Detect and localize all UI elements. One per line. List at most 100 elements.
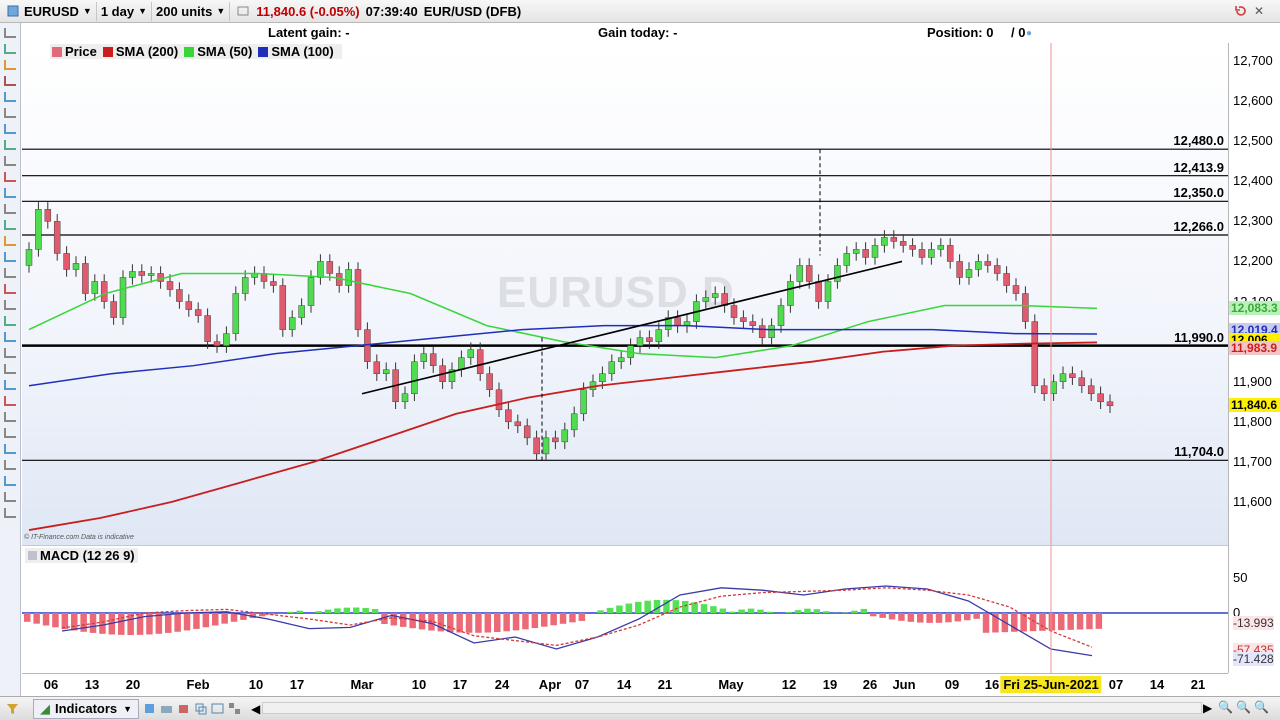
drawing-tool-icon[interactable] (4, 204, 16, 214)
instrument-dropdown[interactable]: EURUSD ▼ (20, 1, 97, 21)
candle-body (495, 389, 503, 411)
print-icon[interactable] (177, 702, 190, 715)
drawing-tool-icon[interactable] (4, 92, 16, 102)
drawing-tool-icon[interactable] (4, 76, 16, 86)
drawing-tool-icon[interactable] (4, 364, 16, 374)
macd-bar (1076, 613, 1084, 630)
candle-body (1087, 385, 1095, 395)
drawing-tool-icon[interactable] (4, 252, 16, 262)
macd-bar (1029, 613, 1037, 632)
drawing-tool-icon[interactable] (4, 140, 16, 150)
drawing-tool-icon[interactable] (4, 444, 16, 454)
date-tick: 17 (452, 677, 468, 692)
candle-body (1097, 393, 1104, 403)
drawing-tool-icon[interactable] (4, 476, 16, 486)
camera-icon[interactable] (160, 702, 173, 715)
zoom-fit-icon[interactable]: 🔍 (1218, 700, 1233, 714)
drawing-tool-icon[interactable] (4, 508, 16, 518)
drawing-tool-icon[interactable] (4, 28, 16, 38)
settings-icon[interactable] (143, 702, 156, 715)
candle-body (100, 281, 108, 302)
macd-bar (371, 609, 379, 613)
scroll-right-icon[interactable]: ▶ (1203, 701, 1213, 715)
macd-bar (926, 613, 933, 623)
macd-bar (597, 610, 604, 613)
legend-item[interactable]: SMA (200) (102, 44, 178, 59)
macd-tick: -71.428 (1233, 652, 1274, 666)
candle-body (1078, 377, 1086, 386)
close-icon[interactable]: ✕ (1254, 4, 1265, 18)
date-axis[interactable]: 06 13 20 Feb 10 17 Mar 10 17 24 Apr 07 14 21 May 12 19 26… (22, 673, 1228, 695)
grid-icon[interactable] (228, 702, 241, 715)
legend-swatch (102, 46, 113, 57)
date-tick: May (718, 677, 744, 692)
filter-icon[interactable] (6, 702, 19, 715)
menu-icon[interactable] (6, 4, 20, 18)
macd-bar (644, 600, 651, 613)
legend-swatch (258, 46, 269, 57)
candle-body (928, 249, 935, 258)
macd-bar (635, 601, 642, 613)
macd-chart-svg[interactable] (22, 546, 1228, 673)
drawing-tool-icon[interactable] (4, 172, 16, 182)
drawing-tool-icon[interactable] (4, 316, 16, 326)
drawing-tool-icon[interactable] (4, 492, 16, 502)
price-box: 11,983.9 (1229, 341, 1280, 355)
candle-body (91, 281, 99, 294)
drawing-tool-icon[interactable] (4, 396, 16, 406)
drawing-tool-icon[interactable] (4, 412, 16, 422)
chevron-down-icon: ▼ (82, 6, 92, 16)
macd-bar (606, 607, 614, 613)
drawing-tool-icon[interactable] (4, 156, 16, 166)
drawing-tool-icon[interactable] (4, 220, 16, 230)
order-icon[interactable] (236, 4, 250, 18)
drawing-tool-icon[interactable] (4, 124, 16, 134)
macd-bar (409, 613, 416, 629)
scroll-left-icon[interactable]: ◀ (251, 702, 261, 716)
zoom-in-icon[interactable]: 🔍 (1236, 700, 1251, 714)
macd-panel[interactable]: MACD (12 26 9) (22, 545, 1228, 673)
drawing-tool-icon[interactable] (4, 60, 16, 70)
candle-body (730, 305, 738, 318)
legend-item[interactable]: SMA (50) (184, 44, 252, 59)
drawing-tool-icon[interactable] (4, 428, 16, 438)
drawing-tool-icon[interactable] (4, 188, 16, 198)
size-dropdown[interactable]: 200 units ▼ (152, 1, 231, 21)
price-chart[interactable]: EURUSD D Price SMA (200) SMA (50) SMA (100)… (22, 43, 1228, 545)
legend-item[interactable]: Price (52, 44, 97, 59)
refresh-icon[interactable] (1234, 4, 1248, 21)
macd-bar (259, 613, 266, 617)
zoom-out-icon[interactable]: 🔍 (1254, 700, 1269, 714)
period-dropdown[interactable]: 1 day ▼ (97, 1, 152, 21)
candle-body (749, 321, 757, 326)
horizontal-scrollbar[interactable] (262, 702, 1202, 714)
drawing-tool-icon[interactable] (4, 108, 16, 118)
drawing-tool-icon[interactable] (4, 236, 16, 246)
candle-body (881, 237, 888, 246)
link-icon[interactable]: ● (1026, 28, 1033, 39)
drawing-tool-icon[interactable] (4, 284, 16, 294)
price-axis[interactable]: 12,70012,60012,50012,40012,30012,20012,1… (1228, 43, 1280, 673)
candle-body (542, 437, 550, 455)
macd-bar (794, 610, 802, 613)
drawing-tool-icon[interactable] (4, 268, 16, 278)
price-chart-svg[interactable] (22, 43, 1228, 545)
drawing-tool-icon[interactable] (4, 380, 16, 390)
macd-bar (747, 608, 755, 613)
drawing-tool-icon[interactable] (4, 44, 16, 54)
indicators-button[interactable]: ◢ Indicators ▼ (33, 698, 140, 719)
legend-item[interactable]: SMA (100) (258, 44, 334, 59)
candle-body (1031, 321, 1039, 386)
top-toolbar: EURUSD ▼ 1 day ▼ 200 units ▼ 11,840.6 (-… (0, 0, 1280, 23)
candle-body (25, 249, 33, 266)
drawing-tool-icon[interactable] (4, 460, 16, 470)
macd-bar (437, 613, 445, 632)
cursor-date: Fri 25-Jun-2021 (1000, 676, 1102, 693)
macd-tick: -13.993 (1233, 616, 1274, 630)
copy-icon[interactable] (194, 702, 207, 715)
drawing-tool-icon[interactable] (4, 332, 16, 342)
drawing-tool-icon[interactable] (4, 300, 16, 310)
candle-body (636, 337, 644, 346)
window-icon[interactable] (211, 702, 224, 715)
drawing-tool-icon[interactable] (4, 348, 16, 358)
